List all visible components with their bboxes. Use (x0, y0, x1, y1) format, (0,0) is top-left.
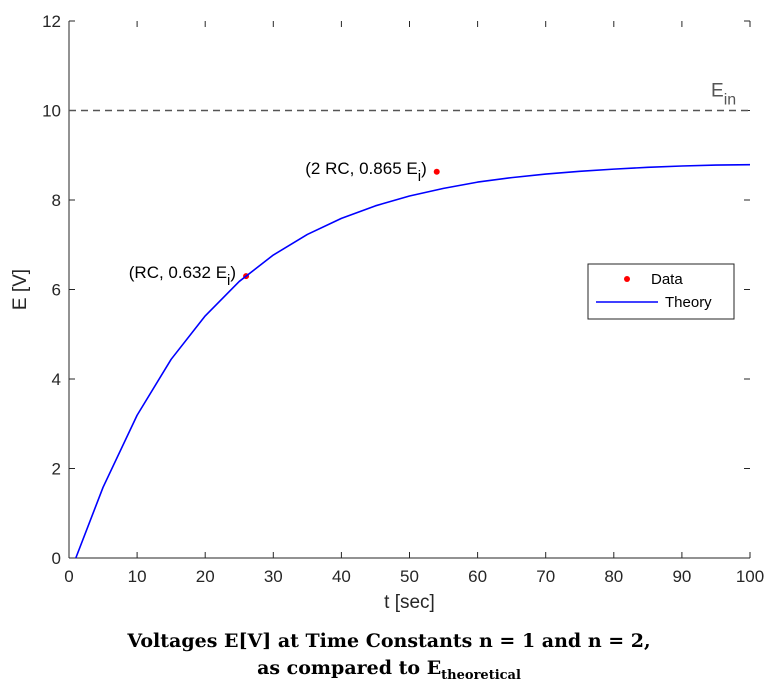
x-tick-label: 80 (604, 567, 623, 586)
legend-label-theory: Theory (665, 294, 712, 311)
y-tick-label: 6 (52, 281, 61, 300)
annotation-text: (2 RC, 0.865 E (305, 159, 417, 178)
series-group (75, 163, 751, 559)
figure-caption: Voltages E[V] at Time Constants n = 1 an… (0, 628, 778, 689)
x-tick-label: 40 (332, 567, 351, 586)
y-tick-label: 12 (42, 12, 61, 31)
y-tick-label: 2 (52, 460, 61, 479)
legend-marker-data (624, 276, 630, 282)
reference-line-label: Ein (711, 81, 736, 109)
reference-line-group: Ein (69, 81, 750, 112)
annotation-group: (RC, 0.632 Ei)(2 RC, 0.865 Ei) (129, 159, 427, 289)
legend: Data Theory (587, 263, 735, 320)
x-axis-label: t [sec] (384, 592, 435, 613)
caption-line-1: Voltages E[V] at Time Constants n = 1 an… (127, 630, 651, 652)
x-tick-label: 10 (128, 567, 147, 586)
data-point (433, 168, 440, 175)
x-tick-label: 30 (264, 567, 283, 586)
point-annotation: (2 RC, 0.865 Ei) (305, 159, 426, 185)
annotation-close: ) (421, 159, 427, 178)
x-tick-label: 90 (672, 567, 691, 586)
annotation-subscript: i (418, 168, 421, 185)
series-line-theory (75, 163, 751, 559)
y-axis-label: E [V] (10, 269, 31, 310)
x-tick-label: 100 (736, 567, 764, 586)
x-tick-label: 0 (64, 567, 73, 586)
x-tick-label: 70 (536, 567, 555, 586)
caption-line-2-subscript: theoretical (441, 667, 521, 683)
y-tick-label: 10 (42, 102, 61, 121)
x-tick-label: 50 (400, 567, 419, 586)
legend-label-data: Data (651, 271, 683, 288)
y-tick-label: 0 (52, 549, 61, 568)
y-tick-label: 4 (52, 370, 61, 389)
caption-line-2-text: as compared to E (257, 657, 442, 679)
annotation-text: (RC, 0.632 E (129, 263, 227, 282)
point-annotation: (RC, 0.632 Ei) (129, 263, 236, 289)
annotation-close: ) (230, 263, 236, 282)
chart: 0 10 20 30 40 50 60 70 80 90 100 0 2 4 6 8 10 12 Ein (RC,… (10, 12, 764, 613)
reference-line-label-subscript: in (724, 92, 736, 109)
x-tick-label: 20 (196, 567, 215, 586)
annotation-subscript: i (227, 272, 230, 289)
caption-line-2: as compared to Etheoretical (0, 655, 778, 689)
x-tick-label: 60 (468, 567, 487, 586)
reference-line-label-main: E (711, 81, 724, 102)
y-tick-label: 8 (52, 191, 61, 210)
axis-ticks: 0 10 20 30 40 50 60 70 80 90 100 0 2 4 6 8 10 12 (42, 12, 764, 586)
legend-box (587, 263, 735, 320)
